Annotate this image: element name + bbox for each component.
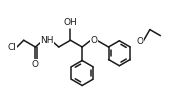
Text: OH: OH [64, 18, 77, 27]
Text: O: O [90, 36, 97, 45]
Text: NH: NH [40, 36, 54, 45]
Text: Cl: Cl [8, 43, 16, 52]
Text: O: O [32, 60, 39, 69]
Text: O: O [137, 37, 144, 46]
